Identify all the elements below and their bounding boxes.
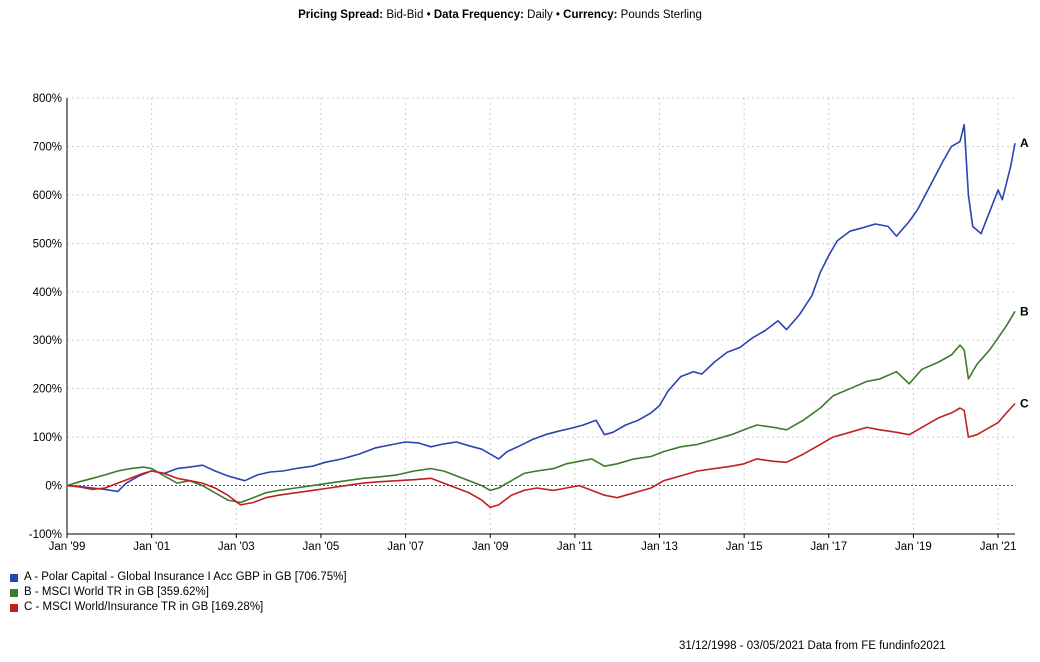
currency-label: Currency: [563, 9, 618, 21]
legend-swatch-c [10, 603, 18, 612]
y-tick-label: 300% [33, 335, 62, 347]
spread-value: Bid-Bid [386, 9, 424, 21]
x-tick-label: Jan '07 [387, 541, 424, 553]
legend-item-a: A - Polar Capital - Global Insurance I A… [10, 570, 347, 585]
y-tick-label: 800% [33, 93, 62, 105]
x-tick-label: Jan '13 [641, 541, 678, 553]
x-tick-label: Jan '17 [810, 541, 847, 553]
x-tick-label: Jan '15 [726, 541, 763, 553]
legend-swatch-a [10, 573, 18, 582]
y-tick-label: 600% [33, 190, 62, 202]
series-line-b [66, 310, 1016, 504]
x-tick-label: Jan '03 [218, 541, 255, 553]
frequency-value: Daily [527, 9, 553, 21]
x-tick-label: Jan '09 [472, 541, 509, 553]
label-layer: 800%700%600%500%400%300%200%100%0%-100%J… [29, 93, 1029, 553]
bullet-separator: • [426, 9, 431, 21]
x-tick-label: Jan '11 [557, 541, 593, 553]
series-line-c [66, 402, 1016, 509]
legend-item-b: B - MSCI World TR in GB [359.62%] [10, 585, 347, 600]
spread-label: Pricing Spread: [298, 9, 384, 21]
y-tick-label: -100% [29, 529, 62, 541]
grid-layer [66, 97, 1015, 534]
y-tick-label: 400% [33, 287, 62, 299]
x-tick-label: Jan '21 [980, 541, 1017, 553]
y-tick-label: 200% [33, 384, 62, 396]
series-end-label-c: C [1020, 397, 1029, 411]
x-tick-label: Jan '05 [303, 541, 340, 553]
bullet-separator: • [555, 9, 560, 21]
series-end-label-a: A [1020, 136, 1029, 150]
currency-value: Pounds Sterling [620, 9, 702, 21]
legend-label-a: A - Polar Capital - Global Insurance I A… [24, 571, 347, 583]
legend: A - Polar Capital - Global Insurance I A… [10, 570, 347, 615]
legend-item-c: C - MSCI World/Insurance TR in GB [169.2… [10, 600, 347, 615]
y-tick-label: 100% [33, 432, 62, 444]
x-tick-label: Jan '99 [49, 541, 86, 553]
x-tick-label: Jan '19 [895, 541, 932, 553]
series-line-a [66, 123, 1016, 493]
chart-header: Pricing Spread: Bid-Bid • Data Frequency… [0, 9, 1000, 21]
legend-label-c: C - MSCI World/Insurance TR in GB [169.2… [24, 601, 264, 613]
x-tick-label: Jan '01 [133, 541, 170, 553]
series-layer [66, 123, 1016, 509]
frequency-label: Data Frequency: [433, 9, 524, 21]
axis-layer [66, 98, 1015, 538]
series-end-label-b: B [1020, 304, 1029, 318]
y-tick-label: 0% [45, 481, 62, 493]
legend-label-b: B - MSCI World TR in GB [359.62%] [24, 586, 209, 598]
y-tick-label: 500% [33, 238, 62, 250]
legend-swatch-b [10, 588, 18, 597]
source-note: 31/12/1998 - 03/05/2021 Data from FE fun… [679, 640, 946, 652]
y-tick-label: 700% [33, 141, 62, 153]
